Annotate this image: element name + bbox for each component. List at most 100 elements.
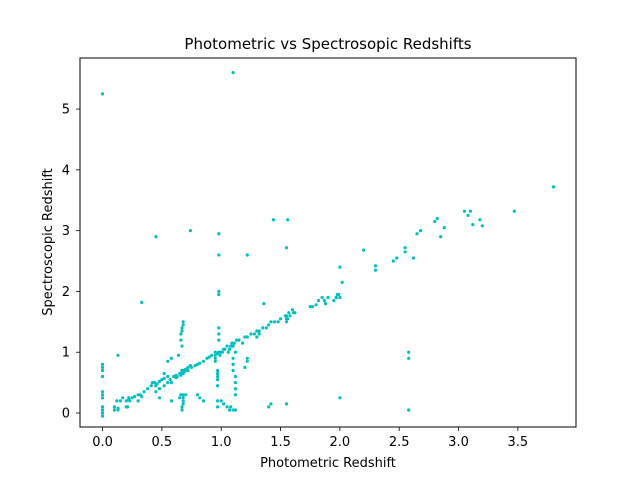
data-point [284, 246, 289, 250]
data-point [243, 365, 247, 369]
data-point [169, 399, 173, 403]
data-point [257, 332, 261, 336]
data-point [287, 311, 291, 315]
data-point [415, 232, 419, 236]
data-point [213, 359, 217, 363]
data-point [168, 378, 172, 382]
data-point [308, 305, 312, 309]
data-point [433, 219, 437, 224]
data-point [178, 396, 182, 400]
data-point [237, 338, 241, 342]
data-point [269, 320, 273, 324]
data-point [233, 387, 237, 391]
y-tick-label: 2 [62, 285, 70, 300]
data-point [338, 295, 342, 300]
data-point [124, 399, 128, 403]
data-point [216, 384, 220, 388]
x-tick-label: 1.5 [270, 435, 291, 450]
data-point [154, 384, 158, 388]
plot-background [80, 58, 576, 427]
data-point [217, 292, 221, 297]
data-point [231, 368, 235, 373]
data-point [230, 341, 234, 345]
data-point [198, 361, 202, 365]
x-tick-label: 0.5 [152, 435, 173, 450]
data-point [468, 209, 472, 213]
data-point [284, 320, 289, 324]
data-point [551, 185, 556, 189]
data-point [121, 396, 125, 400]
data-point [269, 402, 273, 406]
data-point [320, 295, 324, 300]
data-point [169, 381, 173, 385]
data-point [316, 299, 321, 303]
data-point [337, 292, 341, 297]
y-axis-label: Spectroscopic Redshift [41, 168, 56, 316]
data-point [136, 393, 140, 397]
data-point [435, 216, 439, 221]
data-point [118, 399, 122, 403]
data-point [172, 374, 176, 379]
data-point [216, 399, 220, 403]
data-point [261, 326, 265, 330]
data-point [407, 356, 411, 360]
data-point [112, 408, 116, 412]
data-point [157, 387, 162, 391]
data-point [179, 338, 183, 342]
data-point [231, 362, 235, 366]
data-point [180, 344, 184, 348]
data-point [176, 353, 181, 357]
data-point [201, 399, 205, 403]
data-point [231, 408, 235, 412]
data-point [462, 209, 467, 213]
data-point [162, 384, 166, 388]
data-point [419, 229, 423, 233]
data-point [271, 218, 275, 222]
data-point [100, 405, 105, 409]
data-point [407, 350, 411, 354]
data-point [245, 253, 249, 257]
data-point [216, 371, 220, 376]
data-point [140, 300, 144, 304]
data-point [146, 387, 150, 391]
data-point [245, 356, 249, 360]
data-point [150, 381, 154, 385]
data-point [229, 405, 233, 409]
data-point [332, 299, 336, 303]
data-point [115, 399, 119, 403]
x-axis-label: Photometric Redshift [260, 456, 396, 471]
data-point [276, 320, 280, 324]
data-point [480, 224, 484, 228]
data-point [180, 405, 184, 409]
data-point [213, 353, 217, 357]
data-point [231, 356, 235, 360]
x-tick-label: 0.0 [92, 435, 113, 450]
data-point [100, 365, 105, 369]
data-point [245, 335, 249, 339]
data-point [184, 368, 188, 373]
data-point [217, 289, 221, 293]
data-point [284, 402, 289, 406]
data-point [124, 405, 128, 409]
data-point [249, 332, 253, 336]
data-point [154, 390, 158, 394]
data-point [157, 379, 162, 383]
data-point [338, 396, 342, 400]
data-point [179, 373, 183, 377]
data-point [311, 305, 315, 309]
x-axis-ticks: 0.0 0.5 1.0 1.5 2.0 2.5 3.0 3.5 [92, 427, 528, 450]
data-point [362, 248, 366, 252]
data-point [217, 338, 221, 342]
data-point [314, 303, 318, 307]
data-point [233, 381, 237, 385]
data-point [184, 393, 188, 397]
data-point [225, 405, 229, 409]
data-point [403, 250, 407, 254]
data-point [198, 396, 202, 400]
y-tick-label: 0 [62, 407, 70, 422]
data-point [231, 344, 235, 348]
data-point [226, 350, 230, 354]
data-point [186, 368, 190, 373]
